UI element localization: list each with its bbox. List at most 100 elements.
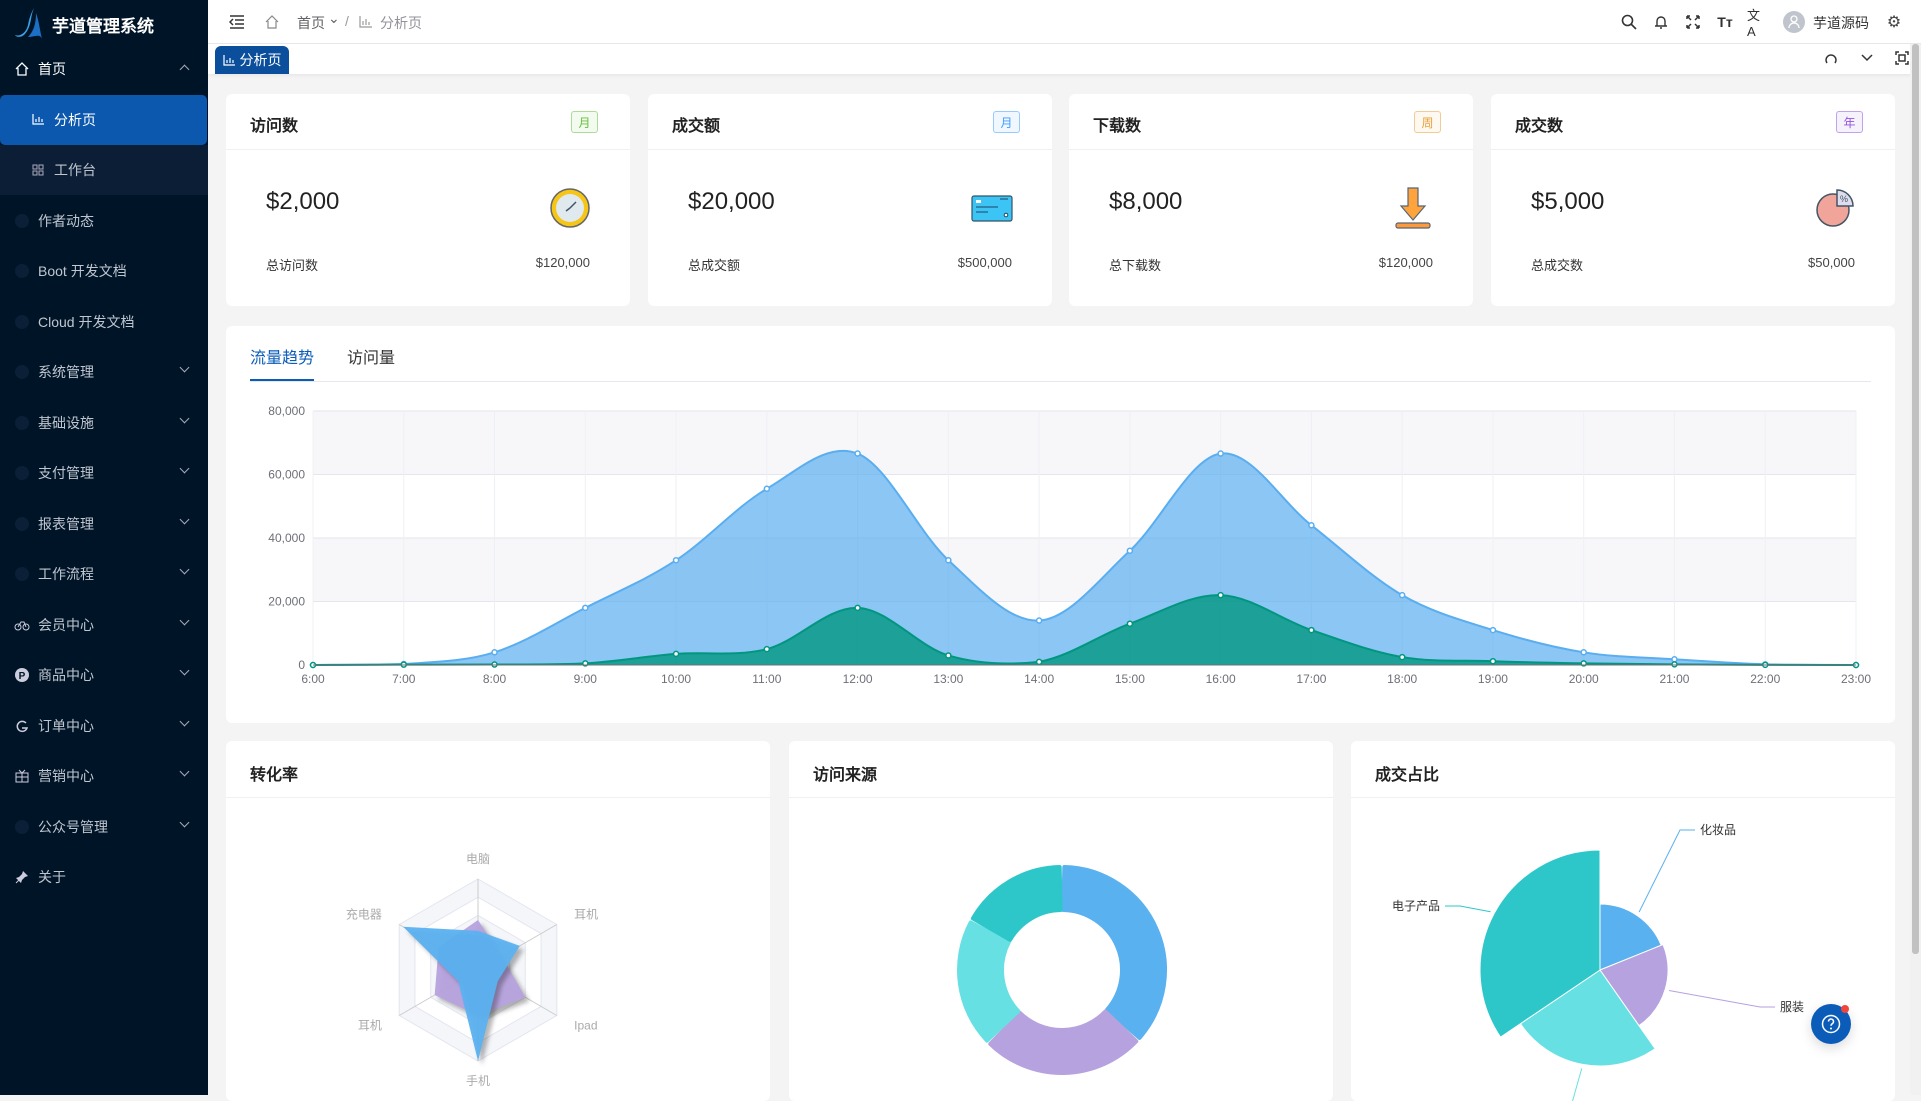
data-point[interactable] <box>1489 657 1497 665</box>
clock-icon <box>548 186 592 230</box>
data-point[interactable] <box>1217 450 1224 457</box>
sidebar: 芋道管理系统 首页分析页工作台 作者动态 Boot 开发文档 Cloud 开发文档系统… <box>0 0 208 1095</box>
data-point[interactable] <box>1308 522 1315 529</box>
sidebar-item[interactable]: 报表管理 <box>0 499 208 549</box>
sidebar-item[interactable]: 系统管理 <box>0 347 208 397</box>
sidebar-item[interactable]: Cloud 开发文档 <box>0 297 208 347</box>
user-name[interactable]: 芋道源码 <box>1813 15 1869 31</box>
tab-visits[interactable]: 访问量 <box>347 350 396 367</box>
data-point[interactable] <box>854 450 861 457</box>
sidebar-item[interactable]: 会员中心 <box>0 600 208 650</box>
donut-slice[interactable] <box>1061 865 1167 1040</box>
chevron-down-icon[interactable] <box>1857 48 1877 68</box>
stat-value: $5,000 <box>1531 188 1605 215</box>
data-point[interactable] <box>491 649 498 656</box>
maximize-icon[interactable] <box>1892 48 1912 68</box>
bell-icon[interactable] <box>1651 12 1671 32</box>
y-tick-label: 0 <box>298 658 305 672</box>
sidebar-item[interactable]: 关于 <box>0 852 208 902</box>
rose-slice[interactable] <box>1519 969 1656 1067</box>
sidebar-item[interactable]: 工作台 <box>0 145 208 195</box>
radar-indicator-label: 充电器 <box>346 906 382 921</box>
translate-icon[interactable]: 文A <box>1747 8 1761 39</box>
breadcrumb-home[interactable]: 首页 <box>297 15 325 31</box>
tab-analysis[interactable]: 分析页 <box>215 46 289 74</box>
data-point[interactable] <box>945 652 952 659</box>
donut-slice[interactable] <box>957 920 1021 1043</box>
sidebar-item[interactable]: 订单中心 <box>0 701 208 751</box>
data-point[interactable] <box>1035 658 1043 666</box>
data-point[interactable] <box>763 485 771 493</box>
x-tick-label: 10:00 <box>661 672 691 686</box>
stat-card: 下载数 周 $8,000 总下载数 $120,000 <box>1069 94 1473 306</box>
sidebar-item[interactable]: 作者动态 <box>0 196 208 246</box>
traffic-trend-card: 流量趋势 访问量 0 20,000 40,000 60,000 80,000 6:00 7:… <box>226 326 1895 723</box>
chevron-down-icon[interactable]: ⌄ <box>328 10 340 26</box>
sidebar-item[interactable]: 分析页 <box>0 94 207 145</box>
chevron-down-icon <box>179 463 190 474</box>
radar-series[interactable] <box>403 926 520 1061</box>
logo-icon <box>15 8 42 39</box>
sidebar-item[interactable]: P 商品中心 <box>0 650 208 700</box>
search-icon[interactable] <box>1619 12 1639 32</box>
sidebar-item-label: 系统管理 <box>38 364 94 380</box>
sidebar-item-label: 订单中心 <box>38 717 94 734</box>
data-point[interactable] <box>1398 653 1406 661</box>
scrollbar-thumb[interactable] <box>1912 44 1919 954</box>
data-point[interactable] <box>582 604 589 612</box>
stat-card: 成交额 月 $20,000 总成交额 $500,000 <box>648 94 1052 306</box>
sidebar-item[interactable]: 基础设施 <box>0 398 208 448</box>
data-point[interactable] <box>672 556 680 564</box>
sidebar-item[interactable]: 公众号管理 <box>0 802 208 852</box>
data-point[interactable] <box>1580 649 1587 656</box>
grid-band <box>313 411 1856 475</box>
stat-card: 成交数 年 $5,000 % 总成交数 $50,000 <box>1491 94 1895 306</box>
data-point[interactable] <box>672 650 680 658</box>
sidebar-item[interactable]: 首页 <box>0 44 208 94</box>
bicycle-icon <box>14 617 30 633</box>
rose-slice[interactable] <box>1479 849 1601 1038</box>
data-point[interactable] <box>1126 620 1134 627</box>
dot-icon <box>15 264 29 278</box>
y-tick-label: 20,000 <box>268 595 305 609</box>
menu-fold-icon[interactable] <box>227 12 247 32</box>
data-point[interactable] <box>1671 661 1678 668</box>
sidebar-item[interactable]: Boot 开发文档 <box>0 246 208 296</box>
period-badge: 月 <box>993 111 1020 133</box>
tab-traffic-trend[interactable]: 流量趋势 <box>250 350 315 367</box>
fullscreen-icon[interactable] <box>1683 12 1703 32</box>
x-tick-label: 8:00 <box>483 672 507 686</box>
data-point[interactable] <box>1489 626 1497 634</box>
slice-label: 服装 <box>1780 1000 1804 1014</box>
sidebar-item[interactable]: 工作流程 <box>0 549 208 599</box>
data-point[interactable] <box>1035 617 1043 624</box>
data-point[interactable] <box>945 556 952 564</box>
data-point[interactable] <box>854 604 861 612</box>
data-point[interactable] <box>1308 626 1315 634</box>
rose-slice[interactable] <box>1599 943 1669 1027</box>
sidebar-item-label: 分析页 <box>54 111 96 128</box>
refresh-icon[interactable] <box>1821 49 1841 69</box>
data-point[interactable] <box>1126 547 1134 554</box>
label-line <box>1638 829 1695 913</box>
font-size-icon[interactable]: Tт <box>1717 14 1733 30</box>
data-point[interactable] <box>1398 591 1406 599</box>
rose-slice[interactable] <box>1599 903 1662 971</box>
sidebar-item[interactable]: 营销中心 <box>0 751 208 801</box>
tab-bar: 分析页 <box>208 44 1921 74</box>
data-point[interactable] <box>1217 591 1224 599</box>
data-point[interactable] <box>1671 656 1678 663</box>
donut-slice[interactable] <box>988 1009 1139 1075</box>
radar-indicator-label: Ipad <box>574 1019 597 1033</box>
logo[interactable]: 芋道管理系统 <box>14 4 154 44</box>
stat-value: $2,000 <box>266 188 340 215</box>
gear-icon[interactable]: ⚙ <box>1886 14 1902 31</box>
bar-chart-icon <box>30 112 46 128</box>
sidebar-item[interactable]: 支付管理 <box>0 448 208 498</box>
donut-slice[interactable] <box>970 865 1063 942</box>
divider <box>789 797 1333 798</box>
scrollbar[interactable] <box>1910 44 1921 1095</box>
help-button[interactable] <box>1811 1004 1851 1044</box>
avatar[interactable] <box>1783 11 1805 33</box>
data-point[interactable] <box>763 645 771 653</box>
